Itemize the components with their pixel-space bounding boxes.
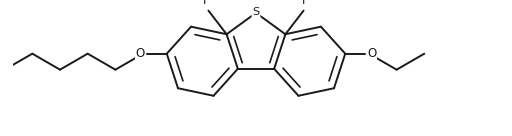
Text: O: O <box>135 47 144 60</box>
Text: O: O <box>368 47 377 60</box>
Text: F: F <box>203 0 210 7</box>
Text: S: S <box>252 7 260 17</box>
Text: F: F <box>302 0 309 7</box>
